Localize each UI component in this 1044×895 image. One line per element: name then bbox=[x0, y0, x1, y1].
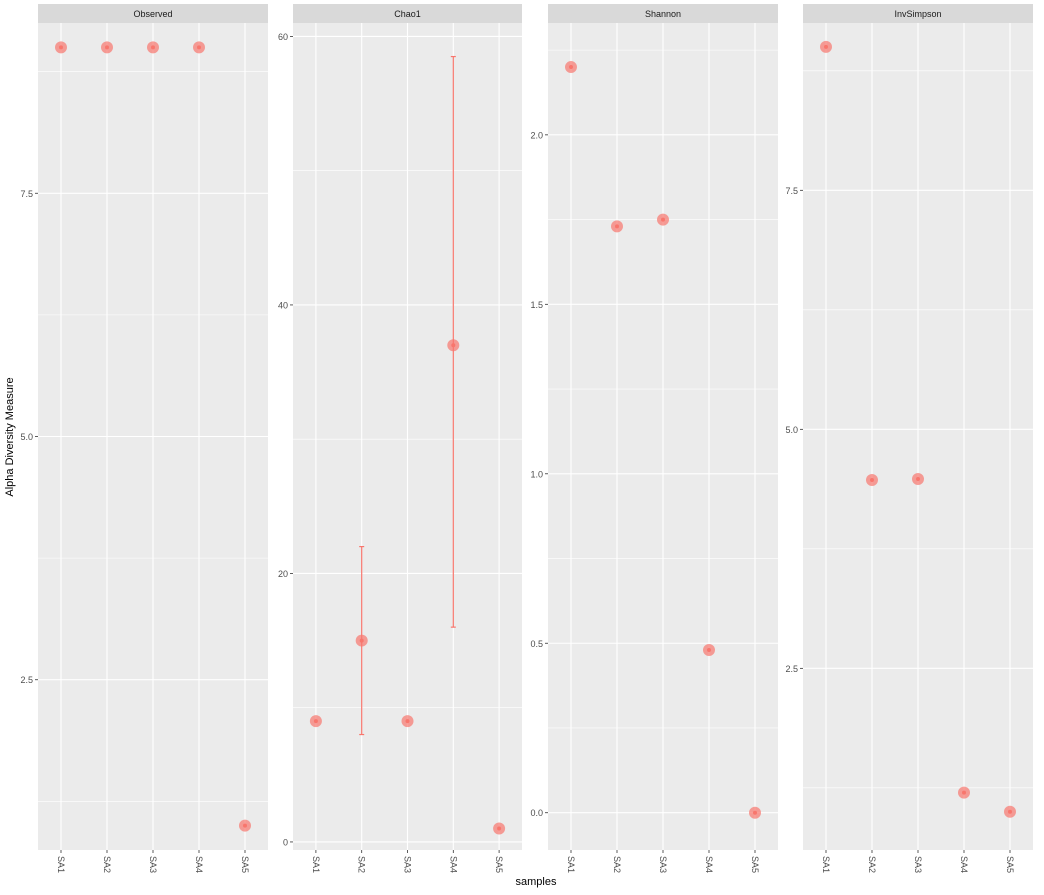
panel-strip bbox=[548, 4, 778, 23]
data-point-center bbox=[359, 638, 364, 643]
x-tick-label: SA2 bbox=[102, 856, 112, 873]
y-tick-label: 40 bbox=[278, 300, 288, 310]
data-point-center bbox=[824, 44, 828, 49]
panel-observed: Observed 2.5 5.0 7.5 SA1 SA2 SA3 SA4 SA5 bbox=[20, 4, 268, 873]
y-tick-label: 2.0 bbox=[530, 130, 543, 140]
data-point-center bbox=[661, 217, 665, 222]
panel-shannon: Shannon 0.0 0.5 1.0 1.5 2.0 SA1 SA2 SA3 SA4 SA5 bbox=[530, 4, 778, 873]
x-tick-label: SA2 bbox=[867, 856, 877, 873]
x-tick-label: SA1 bbox=[821, 856, 831, 873]
x-tick-label: SA3 bbox=[658, 856, 668, 873]
y-tick-label: 20 bbox=[278, 569, 288, 579]
y-tick-label: 7.5 bbox=[20, 189, 33, 199]
data-point-center bbox=[1008, 809, 1012, 814]
x-tick-label: SA4 bbox=[448, 856, 458, 873]
data-point-center bbox=[870, 478, 874, 483]
data-point-center bbox=[197, 45, 201, 50]
panel-strip bbox=[803, 4, 1033, 23]
data-point-center bbox=[243, 823, 247, 828]
panel-strip bbox=[293, 4, 522, 23]
x-tick-label: SA5 bbox=[750, 856, 760, 873]
y-tick-label: 60 bbox=[278, 32, 288, 42]
x-tick-label: SA4 bbox=[704, 856, 714, 873]
x-tick-label: SA1 bbox=[311, 856, 321, 873]
x-tick-label: SA3 bbox=[913, 856, 923, 873]
data-point-center bbox=[962, 790, 966, 795]
y-tick-label: 0.0 bbox=[530, 808, 543, 818]
x-axis-title: samples bbox=[516, 876, 557, 888]
panel-title: Observed bbox=[133, 9, 172, 19]
x-tick-label: SA5 bbox=[494, 856, 504, 873]
data-point-center bbox=[916, 477, 920, 482]
data-point-center bbox=[497, 826, 502, 831]
x-tick-label: SA2 bbox=[357, 856, 367, 873]
y-tick-label: 2.5 bbox=[785, 664, 798, 674]
data-point-center bbox=[313, 719, 318, 724]
y-tick-label: 2.5 bbox=[20, 675, 33, 685]
panel-title: Shannon bbox=[645, 9, 681, 19]
x-tick-label: SA3 bbox=[148, 856, 158, 873]
data-point-center bbox=[569, 65, 573, 70]
y-tick-label: 5.0 bbox=[20, 432, 33, 442]
panel-invsimpson: InvSimpson 2.5 5.0 7.5 SA1 SA2 SA3 SA4 SA5 bbox=[785, 4, 1033, 873]
data-point-center bbox=[59, 45, 63, 50]
x-tick-label: SA3 bbox=[403, 856, 413, 873]
panel-strip bbox=[38, 4, 268, 23]
panel-chao1: Chao1 0 20 40 60 SA1 SA2 SA3 SA4 SA5 bbox=[278, 4, 522, 873]
y-tick-label: 1.5 bbox=[530, 300, 543, 310]
data-point-center bbox=[753, 810, 757, 815]
y-tick-label: 0.5 bbox=[530, 639, 543, 649]
data-point-center bbox=[105, 45, 109, 50]
y-tick-label: 0 bbox=[283, 837, 288, 847]
panel-title: InvSimpson bbox=[894, 9, 941, 19]
data-point-center bbox=[151, 45, 155, 50]
panel-title: Chao1 bbox=[394, 9, 421, 19]
data-point-center bbox=[451, 343, 456, 348]
data-point-center bbox=[707, 648, 711, 653]
y-tick-label: 5.0 bbox=[785, 425, 798, 435]
x-tick-label: SA1 bbox=[566, 856, 576, 873]
x-tick-label: SA4 bbox=[959, 856, 969, 873]
x-tick-label: SA2 bbox=[612, 856, 622, 873]
x-tick-label: SA5 bbox=[1005, 856, 1015, 873]
y-tick-label: 1.0 bbox=[530, 469, 543, 479]
x-tick-label: SA5 bbox=[240, 856, 250, 873]
x-tick-label: SA1 bbox=[56, 856, 66, 873]
y-axis-title: Alpha Diversity Measure bbox=[4, 377, 16, 496]
data-point-center bbox=[405, 719, 410, 724]
data-point-center bbox=[615, 224, 619, 229]
y-tick-label: 7.5 bbox=[785, 186, 798, 196]
x-tick-label: SA4 bbox=[194, 856, 204, 873]
